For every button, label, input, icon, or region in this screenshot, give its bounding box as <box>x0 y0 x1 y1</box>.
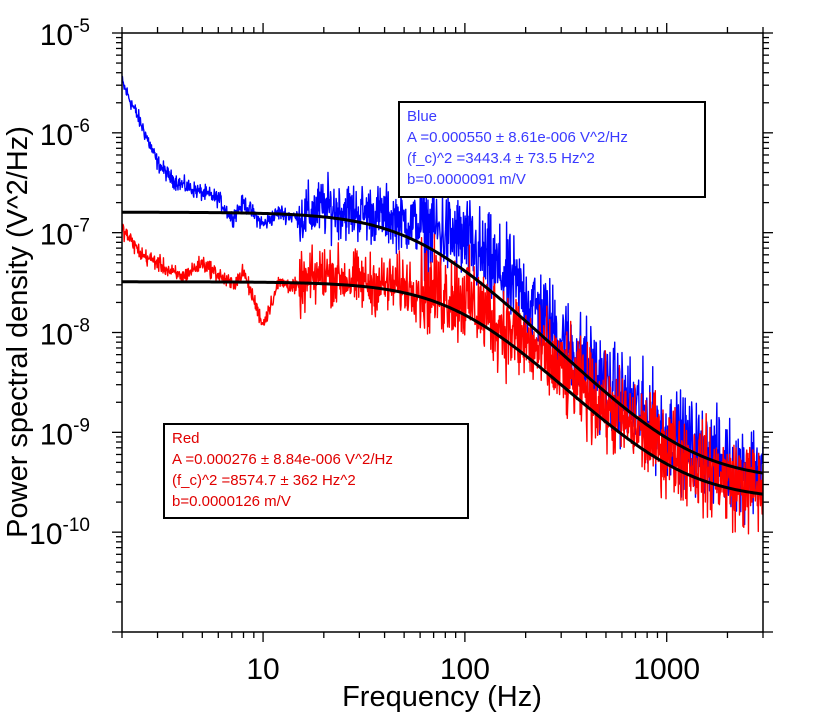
tick-labels: 10 100 1000 10-5 10-6 10-7 10-8 10-9 10-10 <box>29 16 700 686</box>
fit-curve <box>122 210 763 475</box>
x-tick-label: 1000 <box>633 653 700 686</box>
legend-blue-title: Blue <box>407 108 438 125</box>
legend-red-amplitude: A =0.000276 ± 8.84e-006 V^2/Hz <box>172 451 393 468</box>
legend-red-fit: Red A =0.000276 ± 8.84e-006 V^2/Hz (f_c)… <box>163 423 469 519</box>
legend-red-b: b=0.0000126 m/V <box>172 493 291 510</box>
x-tick-label: 100 <box>440 653 490 686</box>
legend-red-corner-frequency: (f_c)^2 =8574.7 ± 362 Hz^2 <box>172 472 356 489</box>
y-tick-label: 10-7 <box>40 216 90 252</box>
legend-blue-corner-frequency: (f_c)^2 =3443.4 ± 73.5 Hz^2 <box>407 150 595 167</box>
y-tick-label: 10-9 <box>40 415 90 451</box>
legend-red-title: Red <box>172 430 200 447</box>
ticks-layer <box>112 23 773 642</box>
y-tick-label: 10-8 <box>40 316 90 352</box>
y-tick-label: 10-6 <box>40 116 90 152</box>
legend-blue-amplitude: A =0.000550 ± 8.61e-006 V^2/Hz <box>407 129 628 146</box>
y-tick-label: 10-10 <box>29 515 90 551</box>
red-psd-line <box>122 223 763 535</box>
x-axis-title: Frequency (Hz) <box>342 681 542 713</box>
y-axis-title: Power spectral density (V^2/Hz) <box>2 126 34 538</box>
x-tick-label: 10 <box>246 653 279 686</box>
y-tick-label: 10-5 <box>40 16 90 52</box>
legend-blue-b: b=0.0000091 m/V <box>407 171 526 188</box>
fit-curve <box>122 280 763 496</box>
legend-blue-fit: Blue A =0.000550 ± 8.61e-006 V^2/Hz (f_c… <box>398 101 706 198</box>
